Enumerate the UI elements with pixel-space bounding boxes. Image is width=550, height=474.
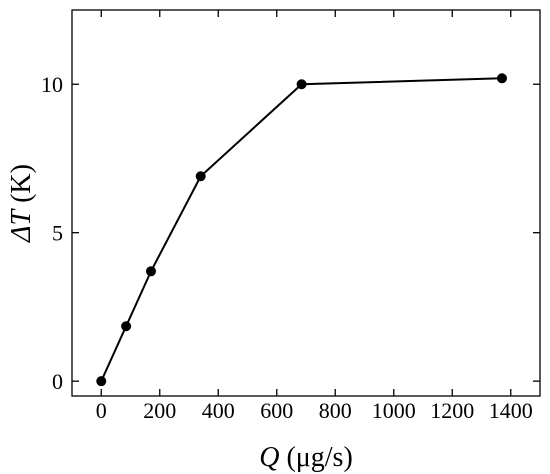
plot-frame — [71, 9, 541, 397]
data-point — [145, 266, 156, 277]
x-axis-unit: (μg/s) — [279, 442, 352, 473]
series-line — [100, 77, 503, 382]
y-axis-symbol: ΔT — [6, 208, 37, 243]
x-tick-label: 1200 — [430, 398, 474, 423]
data-point — [96, 376, 107, 387]
data-point — [296, 79, 307, 90]
x-tick-label: 400 — [202, 398, 235, 423]
x-tick-label: 1400 — [489, 398, 533, 423]
x-tick-label: 600 — [260, 398, 293, 423]
data-point — [121, 321, 132, 332]
x-tick-label: 800 — [319, 398, 352, 423]
x-axis-symbol: Q — [259, 442, 279, 473]
data-point — [195, 171, 206, 182]
x-tick-label: 0 — [96, 398, 107, 423]
data-point — [496, 73, 507, 84]
x-tick-label: 1000 — [372, 398, 416, 423]
series-group — [96, 73, 507, 387]
ticks-group: 0 200 400 600 800 1000 1200 1400 0 5 10 — [41, 10, 540, 423]
y-tick-label: 10 — [41, 72, 63, 97]
y-axis-unit: (K) — [6, 164, 37, 210]
y-tick-label: 0 — [52, 369, 63, 394]
y-tick-label: 5 — [52, 221, 63, 246]
x-axis-title: Q (μg/s) — [259, 442, 353, 473]
x-tick-label: 200 — [143, 398, 176, 423]
y-axis-title: ΔT (K) — [6, 164, 37, 243]
